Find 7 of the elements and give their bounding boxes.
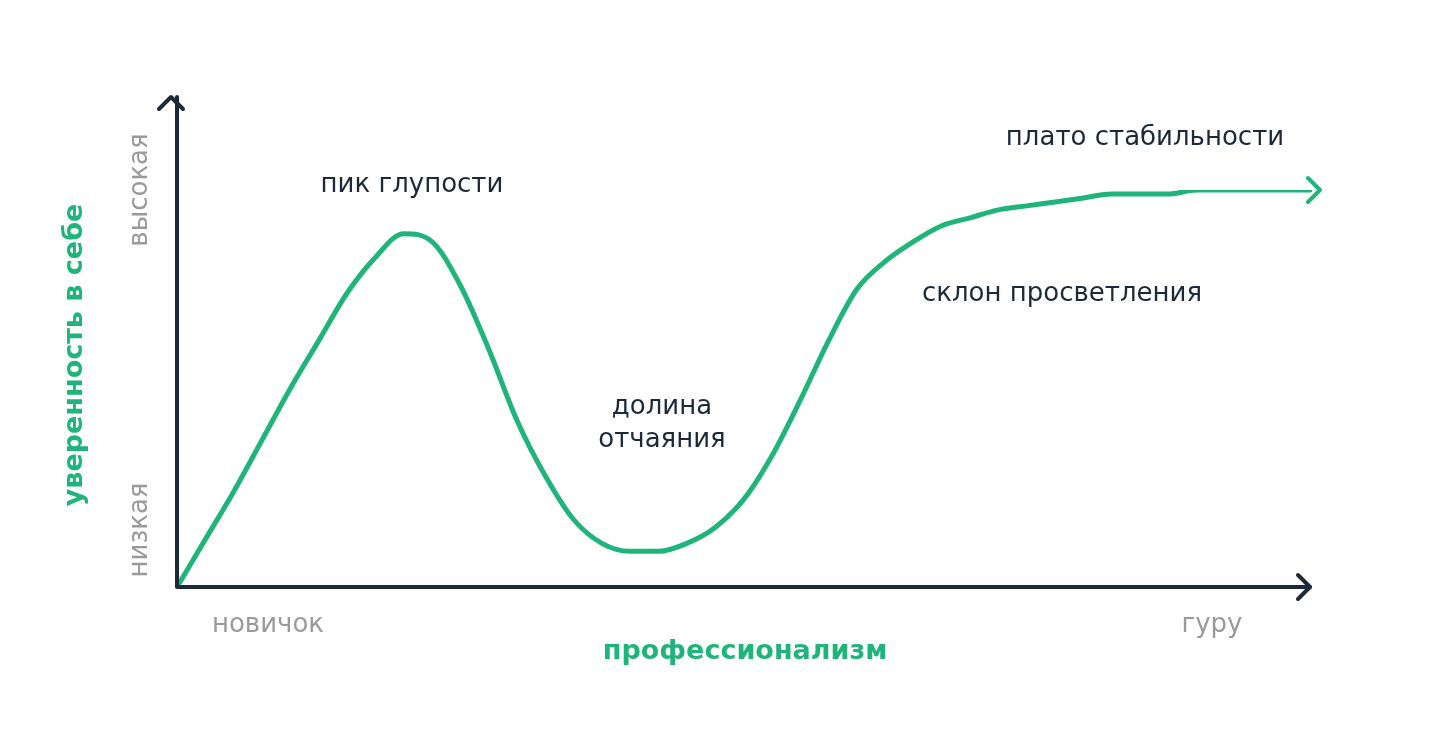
text: высокая bbox=[122, 133, 153, 247]
x-axis-title: профессионализм bbox=[602, 634, 888, 666]
y-axis-title: уверенность в себе bbox=[57, 203, 89, 507]
text: гуру bbox=[1181, 607, 1243, 638]
text: плато стабильности bbox=[1005, 120, 1285, 151]
text: новичок bbox=[211, 607, 325, 638]
text: низкая bbox=[122, 482, 153, 578]
